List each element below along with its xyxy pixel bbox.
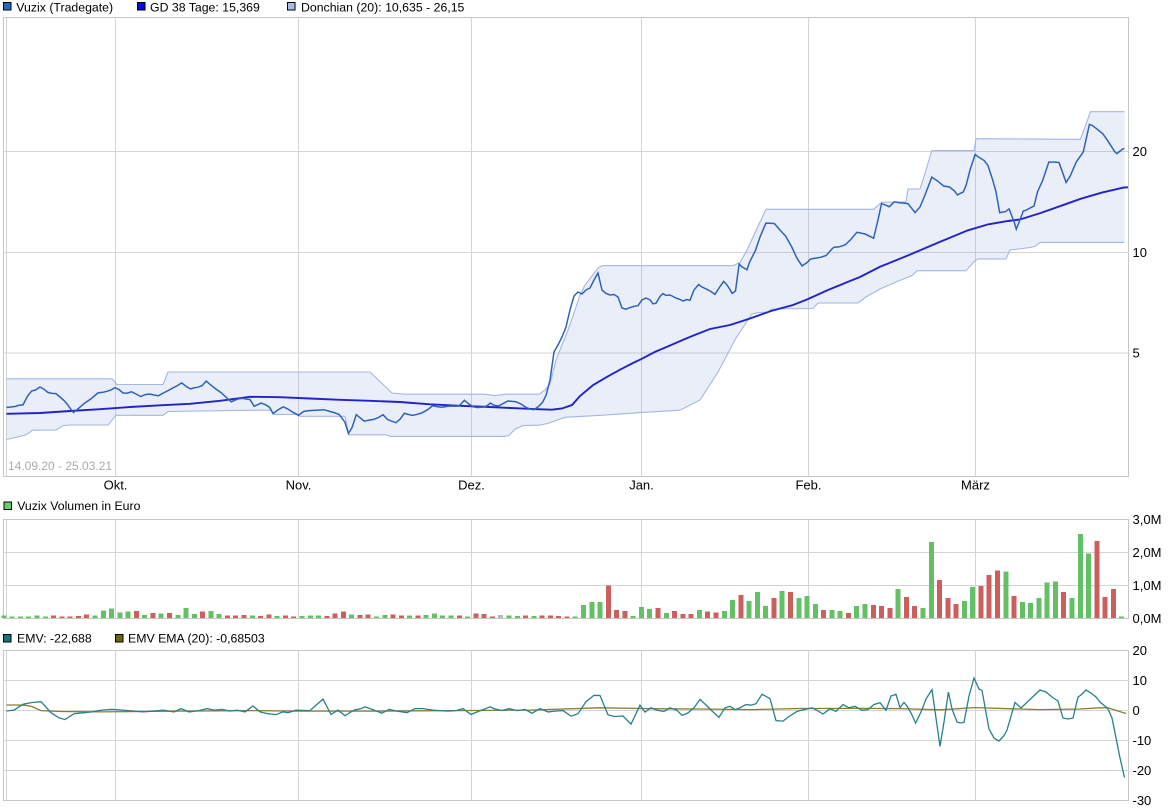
svg-text:Feb.: Feb. — [795, 478, 821, 493]
svg-text:Vuzix Volumen in Euro: Vuzix Volumen in Euro — [17, 499, 140, 513]
svg-text:Dez.: Dez. — [458, 478, 485, 493]
svg-text:Okt.: Okt. — [104, 478, 128, 493]
svg-text:EMV: -22,688: EMV: -22,688 — [17, 631, 92, 645]
svg-text:10: 10 — [1133, 245, 1147, 260]
svg-text:-20: -20 — [1133, 763, 1152, 778]
svg-text:0,0M: 0,0M — [1133, 611, 1162, 626]
svg-text:Vuzix (Tradegate): Vuzix (Tradegate) — [16, 1, 113, 15]
svg-text:Jan.: Jan. — [629, 478, 654, 493]
svg-text:Donchian (20): 10,635 - 26,15: Donchian (20): 10,635 - 26,15 — [301, 1, 465, 15]
svg-text:14.09.20 - 25.03.21: 14.09.20 - 25.03.21 — [8, 459, 112, 473]
svg-text:Nov.: Nov. — [286, 478, 312, 493]
svg-text:-10: -10 — [1133, 733, 1152, 748]
svg-text:GD 38 Tage: 15,369: GD 38 Tage: 15,369 — [150, 1, 260, 15]
svg-text:0: 0 — [1133, 703, 1140, 718]
svg-text:5: 5 — [1133, 346, 1140, 361]
svg-text:-30: -30 — [1133, 793, 1152, 808]
svg-text:3,0M: 3,0M — [1133, 512, 1162, 527]
svg-text:2,0M: 2,0M — [1133, 545, 1162, 560]
svg-text:März: März — [961, 478, 990, 493]
svg-text:20: 20 — [1133, 144, 1147, 159]
svg-text:1,0M: 1,0M — [1133, 578, 1162, 593]
svg-text:20: 20 — [1133, 643, 1147, 658]
svg-text:10: 10 — [1133, 673, 1147, 688]
svg-text:EMV EMA (20): -0,68503: EMV EMA (20): -0,68503 — [128, 631, 265, 645]
